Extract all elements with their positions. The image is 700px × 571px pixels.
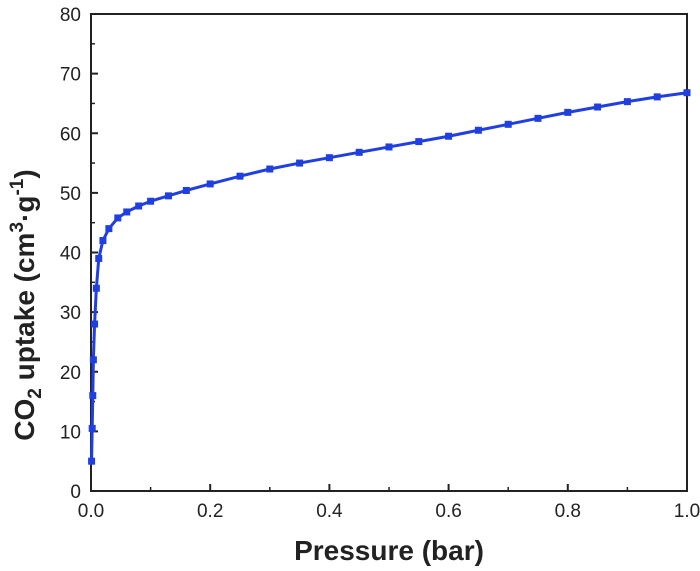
data-point [123,208,131,216]
data-point [653,93,661,101]
data-point [206,180,214,188]
plot-area [90,13,688,492]
data-point [564,108,572,116]
data-point [89,392,97,400]
y-axis-title: CO2 uptake (cm3·g-1) [7,169,46,440]
x-tick-label: 0.6 [435,501,461,522]
y-title-subscript: 2 [25,388,46,399]
y-tick-label: 30 [60,303,81,324]
y-tick-label: 20 [60,363,81,384]
y-tick-label: 50 [60,184,81,205]
y-tick-label: 10 [60,422,81,443]
data-point [445,132,453,140]
x-axis: 0.0 0.2 0.4 0.6 0.8 1.0 [78,484,700,522]
data-point [135,202,143,210]
data-point [89,356,97,364]
y-tick-label: 80 [60,5,81,26]
data-point [95,254,103,262]
x-tick-label: 0.0 [78,501,104,522]
data-point [236,172,244,180]
x-axis-title: Pressure (bar) [294,535,484,566]
data-point [474,126,482,134]
y-tick-label: 0 [70,482,81,503]
data-point [99,237,107,245]
series-line [90,91,688,462]
data-point [147,197,155,205]
x-tick-label: 0.2 [197,501,223,522]
data-point [385,143,393,151]
y-title-superscript-2: -1 [7,178,28,195]
data-point [534,114,542,122]
data-point [92,284,100,292]
x-tick-label: 0.8 [555,501,581,522]
data-point [91,320,99,328]
y-title-end: ) [9,169,40,178]
y-axis: 0 10 20 30 40 50 60 70 80 [60,5,98,503]
data-point [88,457,96,465]
data-point [296,159,304,167]
data-point [105,225,113,233]
data-point [114,214,122,222]
y-tick-label: 40 [60,244,81,265]
x-tick-label: 0.4 [316,501,343,522]
data-point [88,424,96,432]
data-point [594,103,602,111]
y-title-base: CO [9,399,40,441]
x-tick-label: 1.0 [674,501,700,522]
data-point [415,138,423,146]
y-title-mid: ·g [9,196,40,222]
data-point [164,192,172,200]
y-tick-label: 60 [60,124,81,145]
data-point [182,186,190,194]
data-point [325,154,333,162]
y-title-text: uptake (cm [9,233,40,389]
data-point [355,148,363,156]
data-point [623,98,631,106]
plot-frame [90,13,688,492]
y-title-superscript: 3 [7,222,28,233]
data-point [504,120,512,128]
data-point [266,165,274,173]
data-point [683,89,691,97]
series-layer [88,89,691,465]
y-tick-label: 70 [60,65,81,86]
